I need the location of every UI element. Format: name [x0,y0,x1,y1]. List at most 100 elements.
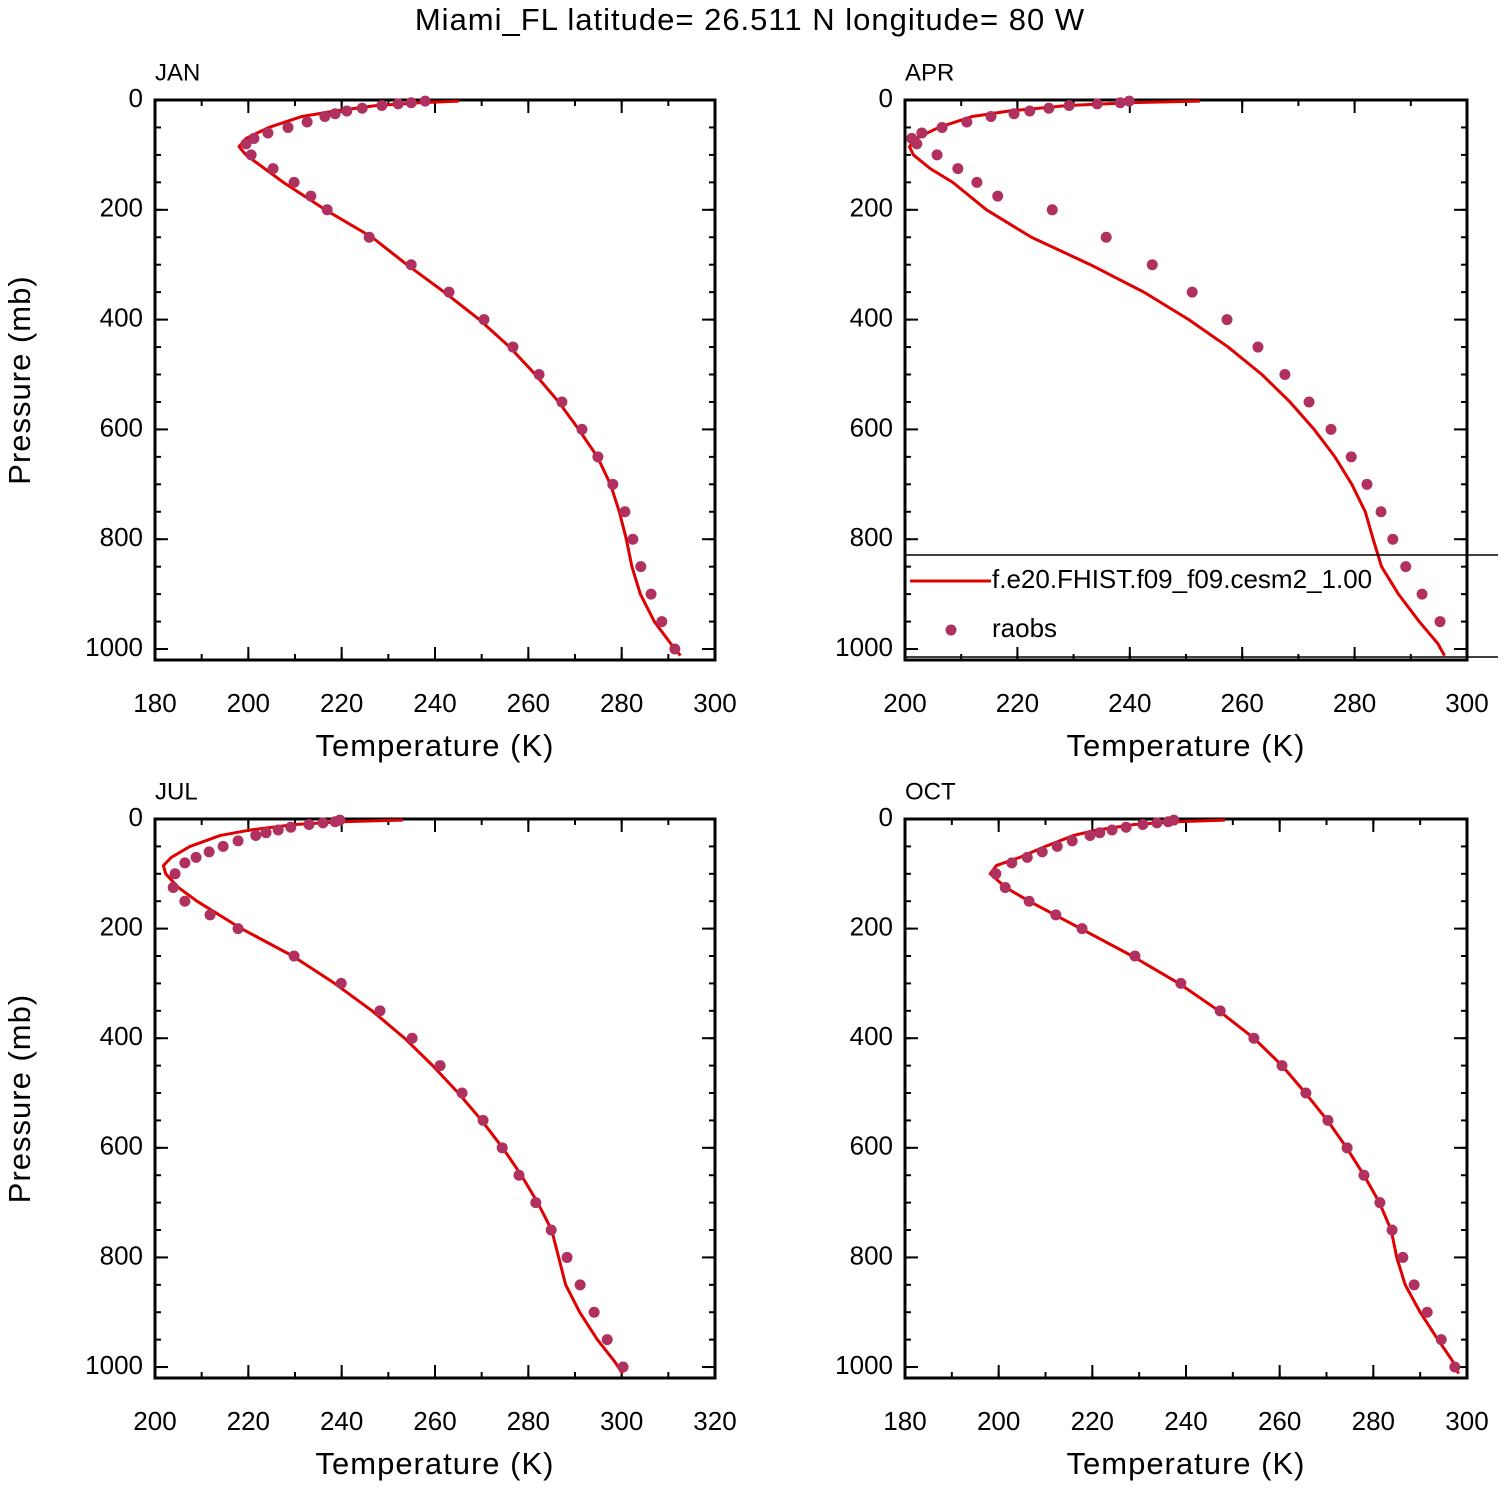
obs-point [1151,817,1163,829]
y-tick-label: 600 [100,1131,143,1161]
x-tick-label: 280 [1352,1406,1395,1436]
y-tick-label: 600 [850,412,893,442]
obs-point [478,314,490,326]
obs-point [303,818,315,830]
obs-point [1435,1334,1447,1346]
obs-point [245,149,257,161]
obs-point [406,1032,418,1044]
x-tick-label: 280 [507,1406,550,1436]
obs-point [288,176,300,188]
y-tick-label: 800 [850,1240,893,1270]
obs-point [1175,977,1187,989]
obs-point [341,105,353,117]
obs-point [203,846,215,858]
y-tick-label: 200 [850,193,893,223]
obs-point [190,851,202,863]
x-tick-label: 200 [227,688,270,718]
y-axis-label: Pressure (mb) [2,994,37,1203]
panel-label: OCT [905,778,956,805]
obs-point [169,868,181,880]
x-tick-label: 180 [133,688,176,718]
y-tick-label: 0 [879,802,893,832]
obs-point [971,176,983,188]
obs-point [456,1087,468,1099]
model-line [161,818,624,1375]
obs-point [321,204,333,216]
obs-point [335,977,347,989]
figure-title: Miami_FL latitude= 26.511 N longitude= 8… [415,2,1085,37]
obs-point [1361,478,1373,490]
x-tick-label: 240 [413,688,456,718]
obs-point [533,369,545,381]
obs-point [1120,821,1132,833]
x-axis-label: Temperature (K) [316,728,555,763]
obs-point [1084,829,1096,841]
x-axis-label: Temperature (K) [1067,1446,1306,1481]
obs-point [607,478,619,490]
obs-point [363,231,375,243]
obs-point [656,616,668,628]
x-tick-label: 300 [600,1406,643,1436]
obs-point [1358,1169,1370,1181]
obs-point [990,868,1002,880]
x-tick-label: 200 [883,688,926,718]
obs-point [1434,616,1446,628]
obs-point [645,588,657,600]
x-tick-label: 320 [693,1406,736,1436]
obs-point [1221,314,1233,326]
y-tick-label: 1000 [835,632,893,662]
x-tick-label: 260 [413,1406,456,1436]
plot-frame [153,98,717,662]
y-tick-label: 1000 [835,1350,893,1380]
obs-point [434,1060,446,1072]
obs-point [250,829,262,841]
obs-point [1021,851,1033,863]
obs-point [376,99,388,111]
obs-point [999,882,1011,894]
obs-point [992,190,1004,202]
obs-point [1421,1306,1433,1318]
obs-point [1106,824,1118,836]
panel-label: JUL [155,778,198,805]
obs-point [545,1224,557,1236]
obs-point [496,1142,508,1154]
obs-point [936,121,948,133]
x-tick-label: 220 [996,688,1039,718]
x-tick-label: 260 [507,688,550,718]
y-tick-label: 400 [100,1021,143,1051]
plot-frame [153,817,717,1380]
obs-point [1066,835,1078,847]
y-tick-label: 0 [129,802,143,832]
x-axis-label: Temperature (K) [316,1446,555,1481]
obs-point [477,1114,489,1126]
x-tick-label: 220 [320,688,363,718]
panel-label: JAN [155,59,200,86]
y-tick-label: 800 [100,522,143,552]
obs-point [1408,1279,1420,1291]
obs-point [576,423,588,435]
obs-point [1186,286,1198,298]
obs-point [329,108,341,120]
obs-point [1091,98,1103,110]
panel-label: APR [905,59,954,86]
obs-point [1374,1197,1386,1209]
obs-point [617,1361,629,1373]
y-tick-label: 600 [850,1131,893,1161]
x-tick-label: 300 [1445,688,1488,718]
obs-point [1303,396,1315,408]
y-tick-label: 400 [850,1021,893,1051]
x-tick-label: 220 [1071,1406,1114,1436]
x-tick-label: 180 [883,1406,926,1436]
obs-point [556,396,568,408]
obs-point [1114,97,1126,109]
x-tick-label: 240 [1108,688,1151,718]
x-tick-label: 260 [1221,688,1264,718]
obs-point [319,110,331,122]
obs-point [1129,950,1141,962]
y-tick-label: 400 [850,302,893,332]
obs-point [232,923,244,935]
obs-point [627,533,639,545]
y-tick-label: 400 [100,302,143,332]
